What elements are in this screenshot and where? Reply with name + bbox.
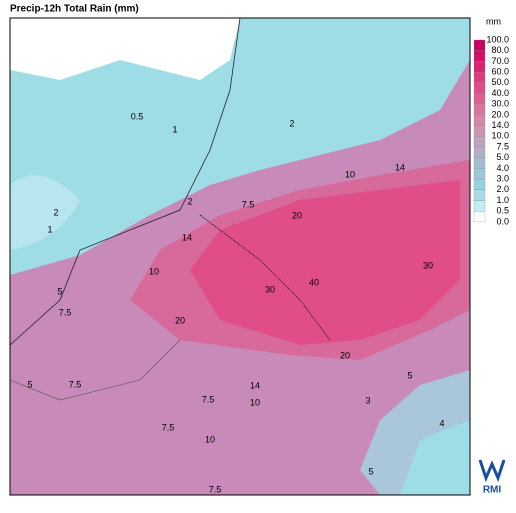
legend-label: 50.0 <box>491 77 509 87</box>
legend-label: 10.0 <box>491 131 509 141</box>
contour-label: 30 <box>423 260 433 270</box>
contour-label: 7.5 <box>209 484 222 494</box>
legend-label: 14.0 <box>491 120 509 130</box>
contour-label: 10 <box>205 434 215 444</box>
contour-line <box>9 339 181 401</box>
legend-label: 3.0 <box>496 173 509 183</box>
legend-unit: mm <box>486 16 501 26</box>
legend-label: 30.0 <box>491 99 509 109</box>
legend-swatch <box>473 136 486 148</box>
contour-label: 2 <box>289 118 294 128</box>
contour-label: 1 <box>47 224 52 234</box>
map <box>9 17 471 496</box>
legend-label: 7.5 <box>496 141 509 151</box>
border <box>199 214 331 341</box>
legend-label: 0.0 <box>496 216 509 226</box>
legend-swatch <box>473 211 486 223</box>
contour-label: 10 <box>149 266 159 276</box>
legend-label: 100.0 <box>486 34 509 44</box>
contour-label: 20 <box>340 350 350 360</box>
contour-label: 40 <box>309 277 319 287</box>
legend-label: 80.0 <box>491 45 509 55</box>
legend-swatch <box>473 168 486 180</box>
legend-swatch <box>473 146 486 158</box>
legend-swatch <box>473 50 486 62</box>
legend-swatch <box>473 157 486 169</box>
contour-label: 10 <box>345 169 355 179</box>
legend-swatch <box>473 189 486 201</box>
contour-label: 14 <box>182 232 192 242</box>
contour-label: 5 <box>407 370 412 380</box>
legend-label: 5.0 <box>496 152 509 162</box>
contour-label: 7.5 <box>69 379 82 389</box>
field-none <box>10 18 240 80</box>
map-frame <box>9 17 471 496</box>
logo: RMI <box>483 485 502 496</box>
contour-label: 2 <box>53 207 58 217</box>
field-low <box>400 420 470 495</box>
legend-swatch <box>473 125 486 137</box>
contour-label: 7.5 <box>202 394 215 404</box>
field-low <box>10 18 470 275</box>
legend-label: 0.5 <box>496 206 509 216</box>
contour-label: 10 <box>250 397 260 407</box>
coastline <box>9 17 241 346</box>
legend-swatch <box>473 93 486 105</box>
legend-label: 40.0 <box>491 88 509 98</box>
contour-label: 5 <box>27 379 32 389</box>
legend-label: 70.0 <box>491 56 509 66</box>
field-high <box>190 180 460 345</box>
field-low <box>10 175 80 250</box>
legend-label: 60.0 <box>491 66 509 76</box>
legend-swatch <box>473 114 486 126</box>
contour-label: 2 <box>187 196 192 206</box>
contour-label: 5 <box>368 466 373 476</box>
contour-label: 14 <box>250 380 260 390</box>
contour-label: 14 <box>395 162 405 172</box>
legend-swatch <box>473 200 486 212</box>
contour-label: 1 <box>172 124 177 134</box>
contour-label: 20 <box>292 210 302 220</box>
title: Precip-12h Total Rain (mm) <box>10 4 139 15</box>
legend-swatch <box>473 61 486 73</box>
legend-label: 4.0 <box>496 163 509 173</box>
contour-label: 7.5 <box>242 199 255 209</box>
contour-label: 0.5 <box>131 111 144 121</box>
legend-swatch <box>473 104 486 116</box>
legend-label: 2.0 <box>496 184 509 194</box>
legend: 100.080.070.060.050.040.030.020.014.010.… <box>473 34 509 226</box>
contour-label: 5 <box>57 286 62 296</box>
contour-label: 20 <box>175 315 185 325</box>
legend-swatch <box>473 71 486 83</box>
legend-label: 1.0 <box>496 195 509 205</box>
contour-label: 7.5 <box>162 422 175 432</box>
logo-mark <box>478 459 506 483</box>
legend-label: 20.0 <box>491 109 509 119</box>
contour-label: 3 <box>365 395 370 405</box>
contour-label: 30 <box>265 284 275 294</box>
legend-swatch <box>473 39 486 51</box>
legend-swatch <box>473 82 486 94</box>
contour-label: 7.5 <box>59 307 72 317</box>
contour-label: 4 <box>439 418 444 428</box>
legend-swatch <box>473 178 486 190</box>
